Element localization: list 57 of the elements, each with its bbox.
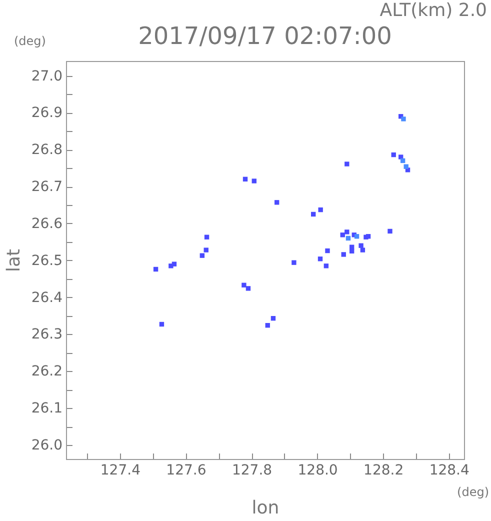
x-tick-label: 128.4: [429, 462, 470, 478]
y-tick-label: 27.0: [31, 68, 62, 84]
chart-title: 2017/09/17 02:07:00: [138, 22, 392, 50]
point: [200, 253, 205, 258]
point: [354, 234, 360, 239]
point: [360, 248, 366, 252]
point: [159, 322, 164, 327]
point: [325, 248, 330, 254]
point: [292, 260, 296, 265]
point: [242, 176, 248, 182]
point: [366, 234, 371, 239]
x-tick-label: 127.4: [100, 462, 141, 478]
point: [391, 152, 396, 158]
y-tick-label: 26.7: [31, 179, 62, 196]
x-tick-label: 128.2: [364, 462, 404, 478]
point: [153, 266, 158, 272]
point: [349, 244, 354, 250]
point: [400, 158, 406, 164]
x-tick-label: 128.0: [298, 462, 338, 478]
point: [204, 234, 210, 240]
point: [246, 286, 251, 291]
text: (deg): [457, 485, 489, 499]
y-axis-title: lat: [3, 248, 24, 272]
point: [341, 252, 346, 257]
y-tick-label: 26.5: [31, 252, 62, 269]
point: [204, 248, 208, 252]
y-tick-label: 26.4: [31, 290, 63, 306]
point: [311, 212, 316, 217]
point: [242, 282, 246, 288]
point: [344, 230, 350, 234]
x-tick-label: 127.6: [166, 462, 206, 478]
point: [346, 236, 351, 241]
point: [344, 162, 350, 166]
point: [252, 178, 256, 184]
y-tick-label: 26.0: [31, 437, 62, 454]
y-tick-label: 26.1: [31, 400, 62, 417]
text: (deg): [14, 34, 46, 48]
y-tick-label: 26.3: [31, 326, 62, 343]
point: [318, 207, 323, 212]
point: [172, 262, 177, 266]
point: [265, 323, 270, 328]
point: [318, 256, 323, 262]
point: [404, 164, 408, 169]
point: [349, 248, 354, 254]
x-axis-title: lon: [252, 498, 280, 518]
y-tick-label: 26.2: [31, 364, 62, 380]
point: [358, 243, 364, 248]
y-tick-label: 26.6: [31, 216, 63, 232]
point: [270, 316, 276, 321]
point: [388, 228, 392, 234]
text: ALT(km) 2.0: [380, 0, 487, 21]
point: [274, 200, 280, 205]
y-tick-label: 26.8: [31, 142, 62, 158]
point: [401, 116, 406, 122]
point: [324, 264, 329, 268]
y-tick-label: 26.9: [31, 105, 62, 122]
x-tick-label: 127.8: [232, 462, 272, 478]
